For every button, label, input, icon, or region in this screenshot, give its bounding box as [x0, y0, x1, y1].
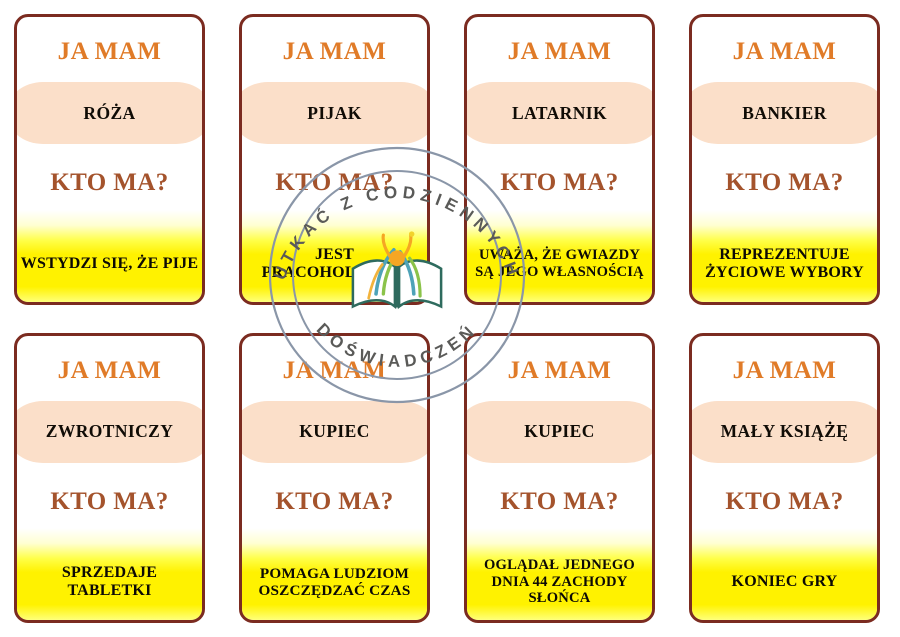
- answer-band: SPRZEDAJE TABLETKI: [17, 528, 202, 621]
- kto-ma-heading: KTO MA?: [500, 487, 619, 515]
- answer-label: OGLĄDAŁ JEDNEGO DNIA 44 ZACHODY SŁOŃCA: [484, 557, 635, 607]
- answer-label: WSTYDZI SIĘ, ŻE PIJE: [20, 254, 199, 272]
- answer-band: REPREZENTUJE ŻYCIOWE WYBORY: [692, 209, 877, 302]
- noun-label: RÓŻA: [83, 102, 136, 123]
- kto-ma-heading: KTO MA?: [500, 169, 619, 196]
- answer-band: JEST PRACOHOLIKIEM: [242, 209, 427, 302]
- kto-ma-heading: KTO MA?: [50, 487, 169, 515]
- game-card-kupiec-2[interactable]: JA MAM KUPIEC KTO MA? OGLĄDAŁ JEDNEGO DN…: [464, 332, 655, 623]
- game-card-bankier[interactable]: JA MAM BANKIER KTO MA? REPREZENTUJE ŻYCI…: [689, 14, 880, 305]
- kto-ma-heading: KTO MA?: [275, 487, 394, 515]
- noun-label: KUPIEC: [299, 421, 370, 442]
- ja-mam-heading: JA MAM: [57, 38, 162, 65]
- game-card-pijak[interactable]: JA MAM PIJAK KTO MA? JEST PRACOHOLIKIEM: [239, 14, 430, 305]
- ja-mam-heading: JA MAM: [732, 356, 837, 384]
- noun-label: BANKIER: [742, 102, 827, 123]
- answer-label: JEST PRACOHOLIKIEM: [261, 245, 408, 281]
- answer-label: SPRZEDAJE TABLETKI: [61, 564, 158, 599]
- noun-pill: KUPIEC: [242, 400, 427, 463]
- answer-band: KONIEC GRY: [692, 528, 877, 621]
- ja-mam-heading: JA MAM: [732, 38, 837, 65]
- answer-band: UWAŻA, ŻE GWIAZDY SĄ JEGO WŁASNOŚCIĄ: [467, 209, 652, 302]
- answer-band: OGLĄDAŁ JEDNEGO DNIA 44 ZACHODY SŁOŃCA: [467, 528, 652, 621]
- game-card-zwrotniczy[interactable]: JA MAM ZWROTNICZY KTO MA? SPRZEDAJE TABL…: [14, 332, 205, 623]
- game-card-maly-ksiaze[interactable]: JA MAM MAŁY KSIĄŻĘ KTO MA? KONIEC GRY: [689, 332, 880, 623]
- kto-ma-heading: KTO MA?: [50, 169, 169, 196]
- noun-label: KUPIEC: [524, 421, 595, 442]
- noun-label: LATARNIK: [512, 102, 607, 123]
- noun-pill: RÓŻA: [17, 82, 202, 144]
- answer-band: POMAGA LUDZIOM OSZCZĘDZAĆ CZAS: [242, 528, 427, 621]
- ja-mam-heading: JA MAM: [57, 356, 162, 384]
- answer-label: KONIEC GRY: [731, 573, 838, 591]
- kto-ma-heading: KTO MA?: [725, 487, 844, 515]
- answer-label: POMAGA LUDZIOM OSZCZĘDZAĆ CZAS: [258, 564, 411, 599]
- noun-label: PIJAK: [307, 102, 362, 123]
- noun-pill: LATARNIK: [467, 82, 652, 144]
- noun-pill: BANKIER: [692, 82, 877, 144]
- kto-ma-heading: KTO MA?: [725, 169, 844, 196]
- game-card-roza[interactable]: JA MAM RÓŻA KTO MA? WSTYDZI SIĘ, ŻE PIJE: [14, 14, 205, 305]
- noun-label: ZWROTNICZY: [45, 421, 174, 442]
- ja-mam-heading: JA MAM: [507, 38, 612, 65]
- noun-pill: KUPIEC: [467, 400, 652, 463]
- ja-mam-heading: JA MAM: [282, 38, 387, 65]
- kto-ma-heading: KTO MA?: [275, 169, 394, 196]
- noun-pill: PIJAK: [242, 82, 427, 144]
- noun-label: MAŁY KSIĄŻĘ: [720, 421, 849, 442]
- game-card-kupiec-1[interactable]: JA MAM KUPIEC KTO MA? POMAGA LUDZIOM OSZ…: [239, 332, 430, 623]
- noun-pill: MAŁY KSIĄŻĘ: [692, 400, 877, 463]
- ja-mam-heading: JA MAM: [282, 356, 387, 384]
- noun-pill: ZWROTNICZY: [17, 400, 202, 463]
- answer-label: REPREZENTUJE ŻYCIOWE WYBORY: [705, 245, 864, 281]
- answer-label: UWAŻA, ŻE GWIAZDY SĄ JEGO WŁASNOŚCIĄ: [475, 247, 644, 280]
- game-card-latarnik[interactable]: JA MAM LATARNIK KTO MA? UWAŻA, ŻE GWIAZD…: [464, 14, 655, 305]
- answer-band: WSTYDZI SIĘ, ŻE PIJE: [17, 209, 202, 302]
- ja-mam-heading: JA MAM: [507, 356, 612, 384]
